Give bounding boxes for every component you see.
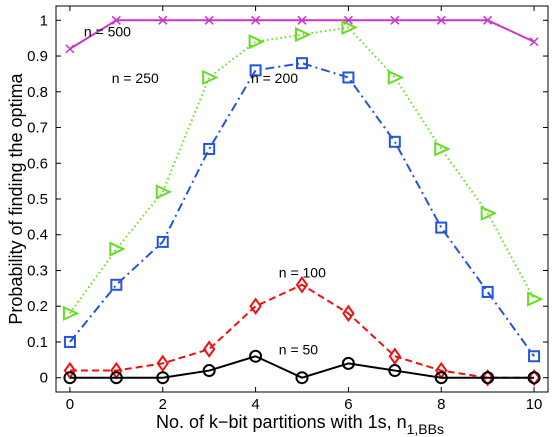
data-point (156, 371, 170, 385)
x-tick-label: 4 (251, 396, 259, 413)
x-tick-label: 0 (66, 396, 74, 413)
series-line (69, 355, 535, 379)
data-point (65, 44, 75, 54)
series-layer (62, 15, 544, 387)
x-tick-label: 6 (344, 396, 352, 413)
series-line (69, 62, 535, 357)
data-point (528, 350, 541, 363)
data-point (204, 15, 214, 25)
y-tick-label: 0.5 (27, 191, 48, 208)
data-point (248, 34, 265, 50)
data-point (481, 371, 495, 385)
y-tick-label: 1 (40, 12, 48, 29)
data-point (295, 27, 312, 43)
data-point (527, 368, 541, 387)
data-point (109, 371, 123, 385)
data-point (109, 241, 126, 257)
data-point (341, 19, 358, 36)
data-point (202, 69, 219, 86)
data-point (341, 356, 355, 370)
data-point (342, 304, 355, 323)
data-point (249, 349, 263, 363)
data-point (249, 297, 262, 315)
data-point (202, 340, 216, 358)
data-point (155, 184, 173, 200)
series-line (69, 283, 535, 379)
data-point (527, 291, 544, 307)
series-n-500 (65, 15, 539, 54)
series-n-200 (63, 57, 541, 363)
series-annotation: n = 200 (251, 70, 298, 86)
series-annotation: n = 50 (279, 341, 319, 357)
data-point (390, 15, 400, 25)
data-point (297, 15, 307, 25)
y-tick-label: 0.7 (27, 120, 48, 137)
x-tick-label: 8 (437, 396, 445, 413)
data-point (110, 278, 123, 291)
data-point (529, 37, 539, 47)
series-annotation: n = 100 (279, 265, 326, 281)
data-point (481, 368, 494, 387)
data-point (295, 276, 309, 294)
x-tick-label: 10 (526, 396, 543, 413)
data-point (342, 71, 355, 84)
data-point (111, 15, 121, 25)
data-point (249, 64, 262, 77)
data-point (156, 354, 169, 373)
series-line (69, 26, 535, 314)
data-point (481, 285, 494, 298)
data-point (295, 371, 309, 385)
data-point (527, 371, 541, 385)
data-point (296, 57, 308, 70)
data-point (483, 15, 493, 25)
y-tick-label: 0.8 (27, 84, 48, 101)
data-point (388, 364, 402, 378)
y-tick-label: 0 (40, 370, 48, 387)
series-n-250 (62, 19, 544, 321)
data-point (156, 235, 169, 248)
data-point (480, 205, 498, 221)
x-axis-label: No. of k−bit partitions with 1s, n1,BBs (156, 412, 444, 437)
series-annotation: n = 250 (112, 70, 159, 86)
data-point (62, 305, 80, 321)
axis-ticks: 0 2 4 6 8 10 0 0.1 0.2 0.3 0.4 0.5 0.6 0.7 0.8 0.9 1 (27, 6, 548, 413)
x-axis-label-main: No. of k−bit partitions with 1s, n (156, 412, 407, 432)
data-point (251, 15, 261, 25)
data-point (203, 142, 216, 155)
data-point (387, 69, 405, 86)
y-axis-label: Probability of finding the optima (6, 72, 26, 324)
data-point (158, 15, 168, 25)
data-point (436, 15, 446, 25)
plot-area (55, 5, 549, 393)
data-point (388, 347, 402, 365)
y-tick-label: 0.2 (27, 298, 48, 315)
y-tick-label: 0.9 (27, 48, 48, 65)
annotation-layer: n = 500 n = 250 n = 200 n = 100 n = 50 (84, 23, 326, 357)
x-tick-label: 2 (159, 396, 167, 413)
data-point (63, 335, 76, 348)
data-point (388, 135, 401, 148)
data-point (434, 371, 448, 385)
y-tick-label: 0.1 (27, 334, 48, 351)
x-axis-label-subscript: 1,BBs (407, 421, 444, 437)
data-point (63, 371, 77, 385)
series-annotation: n = 500 (84, 23, 131, 39)
y-tick-label: 0.6 (27, 155, 48, 172)
data-point (434, 141, 451, 157)
y-tick-label: 0.3 (27, 262, 48, 279)
y-tick-label: 0.4 (27, 227, 48, 244)
data-point (435, 221, 448, 234)
data-point (202, 364, 216, 378)
series-n-50 (63, 349, 541, 385)
